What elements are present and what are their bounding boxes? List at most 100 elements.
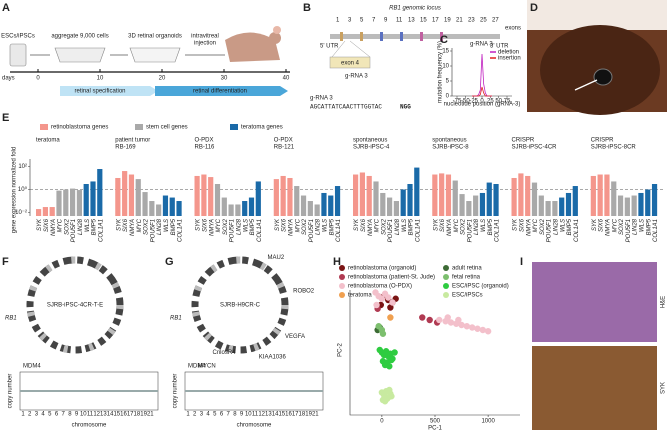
- step-label: 3D retinal organoids: [128, 34, 182, 40]
- bar: [611, 181, 617, 216]
- chromosome-label: 9: [240, 412, 244, 418]
- exon-number: 7: [372, 18, 376, 24]
- exon-number: 25: [480, 18, 487, 24]
- point: [455, 316, 462, 324]
- point: [426, 316, 433, 324]
- circos-label: MAU2: [268, 255, 285, 261]
- legend-label: stem cell genes: [146, 125, 188, 131]
- point: [387, 314, 394, 321]
- bar: [90, 181, 96, 216]
- point: [388, 356, 395, 364]
- panel-label: F: [2, 256, 9, 268]
- chromosome-label: 7: [227, 412, 231, 418]
- bar: [400, 189, 406, 216]
- bar: [36, 209, 42, 216]
- legend-label: ESC/iPSCs: [452, 293, 483, 299]
- chromosome-label: 13: [265, 412, 272, 418]
- y-tick-label: 15: [442, 49, 449, 55]
- x-tick-label: -75: [453, 99, 462, 105]
- panel-label: I: [520, 256, 523, 268]
- gene-label: POU5F1: [150, 219, 156, 242]
- bar: [638, 192, 644, 216]
- gene-label: WLS: [85, 219, 91, 232]
- bar: [439, 173, 445, 216]
- bar: [321, 192, 327, 216]
- gene-label: MYC: [612, 218, 618, 232]
- bar: [511, 177, 517, 216]
- x-axis-label: chromosome: [237, 423, 272, 429]
- group-label: O-PDX: [274, 138, 293, 144]
- y-axis-label: PC-2: [338, 343, 344, 357]
- panel-b-art: [329, 32, 500, 69]
- bar: [194, 175, 200, 216]
- bar: [70, 188, 76, 216]
- group-label: CRISPR: [512, 138, 535, 144]
- legend-label: retinoblastoma (patient-St. Jude): [348, 275, 435, 281]
- gene-label: MYC: [295, 218, 301, 232]
- point: [381, 398, 389, 405]
- label: g-RNA 3: [310, 96, 333, 102]
- gene-label: COL1A1: [495, 219, 501, 242]
- x-tick-label: 25: [487, 99, 494, 105]
- bar: [201, 174, 207, 216]
- gene-label: WLS: [164, 219, 170, 232]
- exon-number: 13: [408, 18, 415, 24]
- phase-label: retinal differentiation: [193, 89, 247, 95]
- panel-label: G: [165, 256, 174, 268]
- gene-label: SOX2: [619, 218, 625, 235]
- bar: [208, 177, 214, 216]
- gene-label: RB1: [170, 316, 182, 322]
- gene-label: SYK: [592, 218, 598, 231]
- legend-label: teratoma genes: [241, 125, 283, 131]
- gene-label: LIN28: [553, 218, 559, 235]
- bar: [545, 201, 551, 216]
- chromosome-label: 10: [245, 412, 252, 418]
- gene-label: SIX6: [202, 218, 208, 232]
- label: AGCATTATCAACTTTGGTAC: [310, 104, 382, 111]
- y-axis-label: copy number: [8, 374, 14, 409]
- group-label: patient tumor: [115, 138, 150, 144]
- gene-label: POU5F1: [230, 219, 236, 242]
- gene-label: NMYA: [51, 219, 57, 236]
- copy-number-plots: [19, 371, 324, 411]
- legend-label: fetal retina: [452, 275, 481, 281]
- bar: [221, 197, 227, 216]
- group-label: O-PDX: [195, 138, 214, 144]
- label: 3' UTR: [490, 44, 509, 50]
- point: [444, 314, 451, 321]
- exon-number: 21: [456, 18, 463, 24]
- bar: [387, 197, 393, 216]
- tick-label: 40: [283, 76, 290, 82]
- bar: [56, 190, 62, 216]
- gene-label: LIN28: [395, 218, 401, 235]
- gene-label: NMYA: [289, 219, 295, 236]
- label: intravitreal: [191, 34, 219, 40]
- gene-label: WLS: [243, 219, 249, 232]
- legend-label: adult retina: [452, 266, 482, 272]
- chromosome-label: 14: [272, 412, 279, 418]
- bar: [525, 175, 531, 216]
- step-label: aggregate 9,000 cells: [51, 34, 108, 40]
- gene-label: NMYA: [606, 219, 612, 236]
- group-label: SJRB-iPSC-8: [432, 145, 469, 151]
- bar: [128, 174, 135, 216]
- gene-label: SOX2: [540, 218, 546, 235]
- chromosome-label: 8: [233, 412, 237, 418]
- line-series: [472, 53, 492, 97]
- exon-number: 15: [420, 18, 427, 24]
- chromosome-label: 11: [252, 412, 259, 418]
- point: [458, 321, 465, 329]
- chromosome-label: 15: [278, 412, 285, 418]
- x-tick-label: 500: [430, 419, 441, 425]
- bar: [248, 197, 255, 216]
- chromosome-label: 2: [28, 412, 32, 418]
- chromosome-label: 4: [41, 412, 45, 418]
- y-tick-label: 5: [446, 79, 450, 85]
- bar: [486, 182, 492, 216]
- bar: [559, 197, 565, 216]
- circos-label: VEGFA: [285, 334, 305, 340]
- gene-label: MYC: [137, 218, 143, 232]
- group-label: CRISPR: [591, 138, 614, 144]
- panel-label: B: [303, 2, 311, 14]
